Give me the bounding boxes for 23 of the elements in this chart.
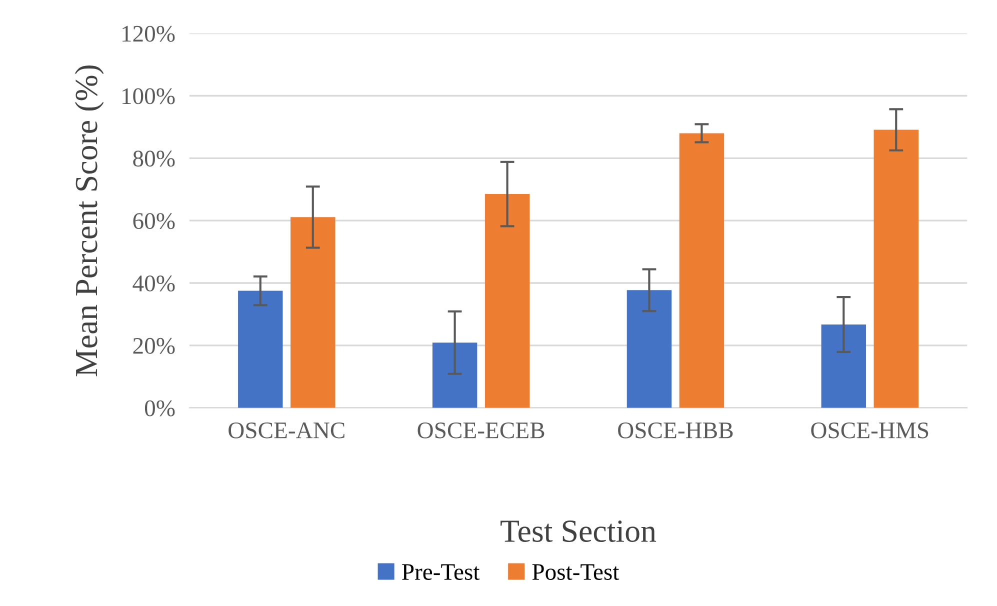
bar	[484, 194, 530, 408]
x-tick-label: OSCE-HMS	[811, 422, 928, 438]
bar	[821, 324, 866, 408]
bar	[238, 290, 283, 408]
legend-label: Pre-Test	[402, 564, 480, 580]
y-tick-label: 60%	[133, 213, 175, 230]
y-tick-label: 20%	[133, 338, 175, 354]
bar	[679, 133, 724, 408]
x-tick-label: OSCE-ECEB	[418, 422, 544, 438]
y-axis-title: Mean Percent Score (%)	[74, 65, 104, 376]
y-tick-label: 100%	[122, 88, 175, 104]
y-tick-label: 0%	[144, 400, 175, 416]
bar	[290, 217, 336, 408]
y-tick-label: 40%	[132, 275, 175, 292]
bar	[626, 290, 672, 408]
bar	[874, 130, 918, 408]
x-tick-label: OSCE-HBB	[618, 422, 733, 438]
x-tick-label: OSCE-ANC	[228, 422, 344, 438]
legend-label: Post-Test	[532, 564, 620, 580]
y-tick-label: 80%	[133, 150, 175, 167]
x-axis-title: Test Section	[500, 520, 656, 542]
y-tick-label: 120%	[122, 26, 175, 42]
bar	[432, 342, 478, 408]
